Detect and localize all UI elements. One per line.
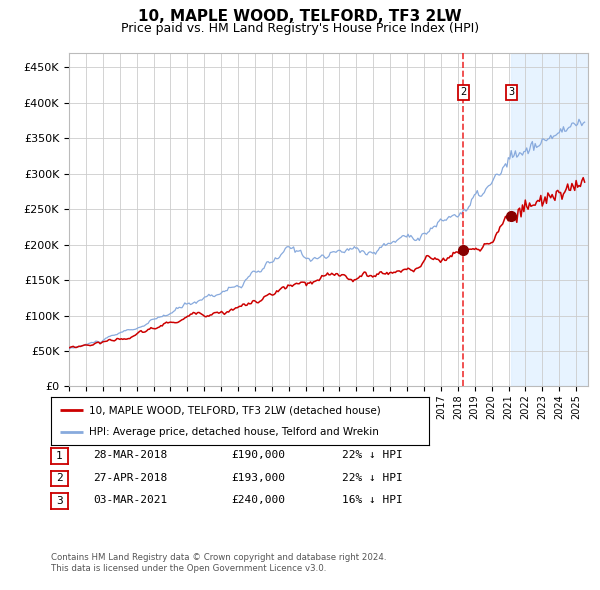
Text: 28-MAR-2018: 28-MAR-2018 (93, 451, 167, 460)
Text: 10, MAPLE WOOD, TELFORD, TF3 2LW: 10, MAPLE WOOD, TELFORD, TF3 2LW (138, 9, 462, 24)
Bar (511, 53, 588, 386)
Text: 03-MAR-2021: 03-MAR-2021 (93, 496, 167, 505)
Text: 3: 3 (56, 496, 63, 506)
Text: 2: 2 (460, 87, 466, 97)
Text: 22% ↓ HPI: 22% ↓ HPI (342, 473, 403, 483)
Text: 2: 2 (56, 474, 63, 483)
Text: 3: 3 (508, 87, 515, 97)
Text: 22% ↓ HPI: 22% ↓ HPI (342, 451, 403, 460)
Text: This data is licensed under the Open Government Licence v3.0.: This data is licensed under the Open Gov… (51, 565, 326, 573)
Text: 27-APR-2018: 27-APR-2018 (93, 473, 167, 483)
Text: HPI: Average price, detached house, Telford and Wrekin: HPI: Average price, detached house, Telf… (89, 427, 379, 437)
Text: £193,000: £193,000 (231, 473, 285, 483)
Text: Contains HM Land Registry data © Crown copyright and database right 2024.: Contains HM Land Registry data © Crown c… (51, 553, 386, 562)
Text: £240,000: £240,000 (231, 496, 285, 505)
Text: 16% ↓ HPI: 16% ↓ HPI (342, 496, 403, 505)
Text: 1: 1 (56, 451, 63, 461)
Text: £190,000: £190,000 (231, 451, 285, 460)
Text: Price paid vs. HM Land Registry's House Price Index (HPI): Price paid vs. HM Land Registry's House … (121, 22, 479, 35)
Text: 10, MAPLE WOOD, TELFORD, TF3 2LW (detached house): 10, MAPLE WOOD, TELFORD, TF3 2LW (detach… (89, 405, 380, 415)
